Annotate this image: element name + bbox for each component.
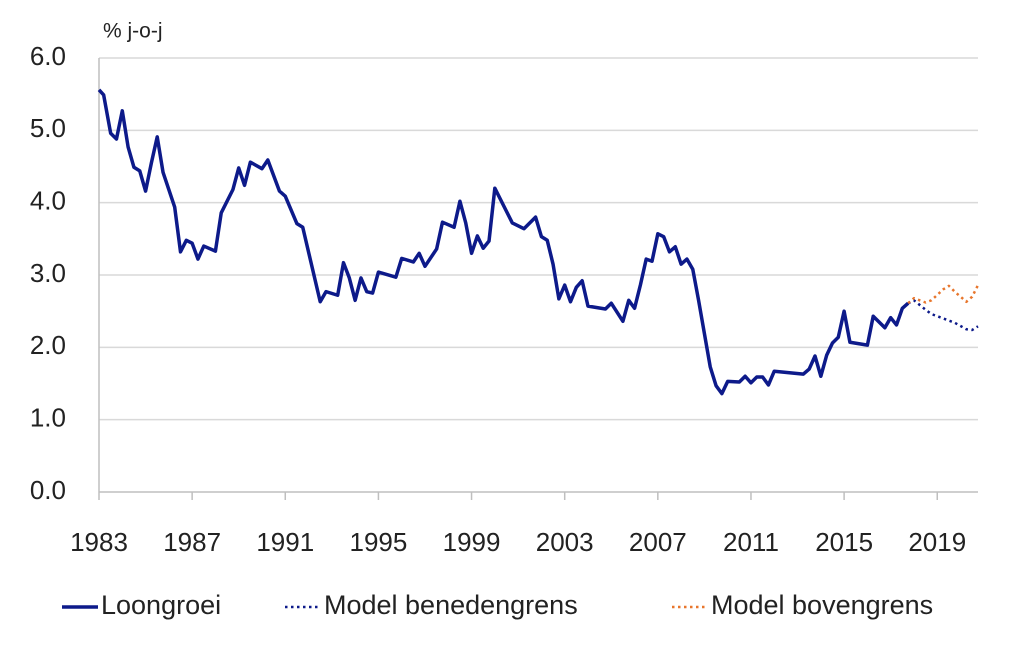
x-tick-label: 1987 [163, 527, 221, 557]
x-tick-label: 2007 [629, 527, 687, 557]
x-tick-label: 1991 [256, 527, 314, 557]
y-tick-label: 1.0 [30, 403, 66, 433]
series-line [907, 284, 980, 305]
legend-label: Model benedengrens [324, 590, 578, 620]
y-tick-label: 4.0 [30, 186, 66, 216]
x-tick-label: 2019 [908, 527, 966, 557]
x-tick-label: 2003 [536, 527, 594, 557]
y-tick-label: 3.0 [30, 258, 66, 288]
series-line [97, 88, 910, 396]
x-tick-label: 2015 [815, 527, 873, 557]
x-tick-label: 1999 [443, 527, 501, 557]
x-tick-label: 1995 [349, 527, 407, 557]
y-tick-label: 6.0 [30, 41, 66, 71]
y-tick-label: 0.0 [30, 475, 66, 505]
legend-label: Loongroei [101, 590, 221, 620]
y-axis-label: % j-o-j [103, 20, 163, 43]
x-tick-label: 2011 [723, 527, 779, 557]
y-tick-label: 2.0 [30, 330, 66, 360]
x-tick-label: 1983 [70, 527, 128, 557]
legend-label: Model bovengrens [711, 590, 933, 620]
y-tick-label: 5.0 [30, 113, 66, 143]
series-line [907, 299, 979, 332]
